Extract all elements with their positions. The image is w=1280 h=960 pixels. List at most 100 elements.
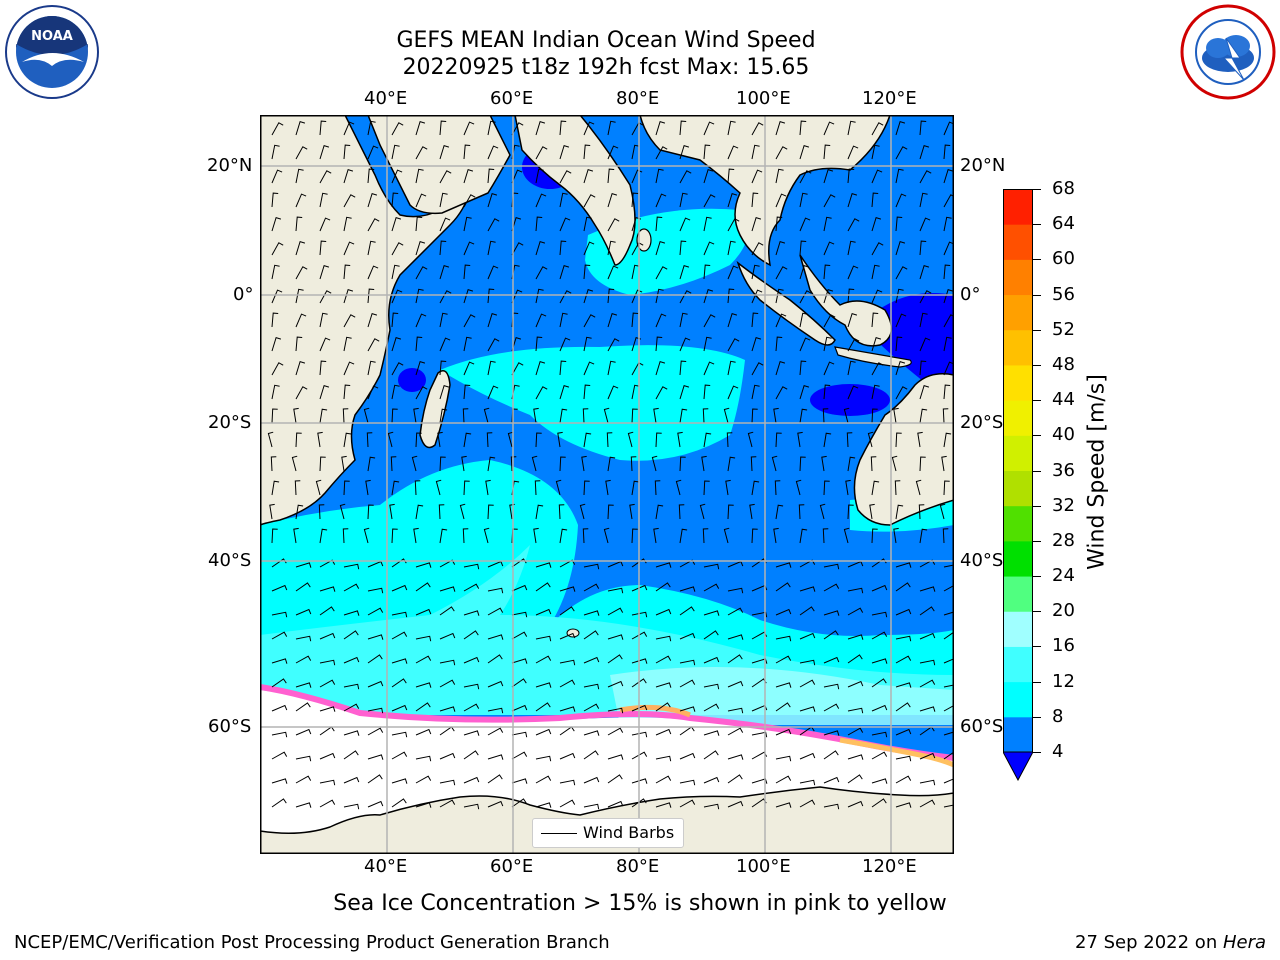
wind-barb bbox=[751, 480, 760, 496]
wind-barb bbox=[751, 289, 763, 304]
wind-barb bbox=[271, 751, 288, 760]
wind-barb bbox=[799, 144, 810, 160]
wind-barb bbox=[679, 706, 696, 712]
wind-barb bbox=[319, 799, 336, 808]
wind-barb bbox=[847, 654, 863, 664]
wind-barb bbox=[607, 800, 624, 808]
wind-barb bbox=[535, 775, 552, 784]
wind-barb bbox=[415, 146, 428, 160]
wind-barb bbox=[343, 803, 360, 810]
wind-barb bbox=[607, 120, 616, 136]
wind-barb bbox=[627, 431, 634, 448]
wind-barb bbox=[775, 266, 788, 280]
wind-barb bbox=[847, 192, 858, 208]
wind-barb bbox=[775, 755, 792, 762]
wind-barb bbox=[727, 218, 740, 232]
colorbar-segment bbox=[1003, 294, 1033, 331]
wind-barb bbox=[871, 778, 888, 784]
wind-barb bbox=[535, 146, 548, 160]
wind-barb bbox=[823, 480, 830, 496]
wind-barb bbox=[845, 479, 851, 496]
wind-barb bbox=[751, 264, 760, 280]
wind-barb bbox=[391, 216, 402, 232]
wind-barb bbox=[727, 385, 739, 400]
wind-barb bbox=[343, 750, 359, 760]
wind-barb bbox=[723, 527, 730, 544]
wind-barb bbox=[343, 264, 351, 280]
wind-barb bbox=[655, 313, 667, 328]
wind-barb bbox=[655, 635, 672, 642]
wind-barb bbox=[535, 504, 544, 520]
wind-barb bbox=[679, 170, 692, 184]
wind-barb bbox=[582, 528, 589, 544]
wind-barb bbox=[727, 727, 744, 736]
wind-barb bbox=[607, 385, 619, 400]
wind-barb bbox=[367, 168, 375, 184]
wind-barb bbox=[631, 144, 640, 160]
wind-barb bbox=[339, 503, 346, 520]
wind-barb bbox=[535, 120, 546, 136]
wind-barb bbox=[363, 407, 370, 424]
wind-barb bbox=[799, 360, 807, 376]
wind-barb bbox=[535, 702, 551, 712]
wind-barb bbox=[319, 240, 327, 256]
wind-barb bbox=[703, 730, 720, 736]
wind-barb bbox=[511, 362, 524, 376]
wind-barb bbox=[703, 683, 720, 690]
wind-barb bbox=[867, 431, 874, 448]
wind-barb bbox=[583, 750, 599, 760]
wind-barb bbox=[558, 504, 565, 520]
wind-barb bbox=[319, 706, 336, 712]
wind-barb bbox=[655, 240, 666, 256]
lon-tick-bottom-60e: 60°E bbox=[490, 856, 534, 877]
wind-barb bbox=[895, 562, 912, 568]
wind-barb bbox=[511, 778, 528, 784]
wind-barb bbox=[463, 288, 474, 304]
wind-barb bbox=[559, 144, 570, 160]
wind-barb bbox=[747, 431, 754, 448]
wind-barb bbox=[871, 242, 884, 256]
wind-barb bbox=[534, 480, 541, 496]
wind-barb bbox=[799, 528, 808, 544]
wind-barb bbox=[343, 730, 360, 736]
wind-barb bbox=[483, 407, 490, 424]
wind-barb bbox=[267, 431, 274, 448]
colorbar-tick-label: 48 bbox=[1052, 353, 1075, 375]
wind-barb bbox=[463, 144, 471, 160]
wind-barb bbox=[751, 216, 762, 232]
wind-barb bbox=[271, 144, 280, 160]
wind-barb bbox=[511, 731, 528, 738]
colorbar-tick-label: 16 bbox=[1052, 635, 1075, 657]
wind-barb bbox=[343, 168, 354, 184]
wind-barb bbox=[391, 528, 398, 544]
colorbar-segment bbox=[1003, 435, 1033, 471]
wind-barb bbox=[391, 122, 404, 136]
wind-barb bbox=[799, 679, 816, 688]
wind-barb bbox=[462, 528, 469, 544]
wind-barb bbox=[799, 408, 808, 424]
wind-barb bbox=[391, 584, 408, 592]
wind-barb bbox=[439, 779, 456, 786]
wind-barb bbox=[461, 455, 467, 472]
wind-barb bbox=[943, 144, 951, 160]
wind-barb bbox=[751, 751, 768, 760]
wind-barb bbox=[535, 336, 543, 352]
wind-barb bbox=[942, 528, 949, 544]
wind-barb bbox=[583, 432, 592, 448]
colorbar-tick-mark bbox=[1033, 752, 1041, 753]
wind-barb bbox=[919, 706, 936, 712]
wind-barb bbox=[343, 194, 356, 208]
wind-barb bbox=[893, 407, 899, 424]
wind-barb bbox=[795, 479, 802, 496]
wind-barb bbox=[775, 504, 784, 520]
wind-barb bbox=[439, 706, 456, 712]
wind-barb bbox=[823, 656, 840, 664]
wind-barb bbox=[603, 407, 610, 424]
wind-barb bbox=[583, 583, 600, 592]
wind-barb bbox=[727, 192, 738, 208]
wind-barb bbox=[271, 611, 288, 618]
wind-barb bbox=[871, 169, 883, 184]
wind-barb bbox=[463, 683, 480, 690]
wind-barb bbox=[413, 407, 419, 424]
wind-barb bbox=[343, 288, 354, 304]
